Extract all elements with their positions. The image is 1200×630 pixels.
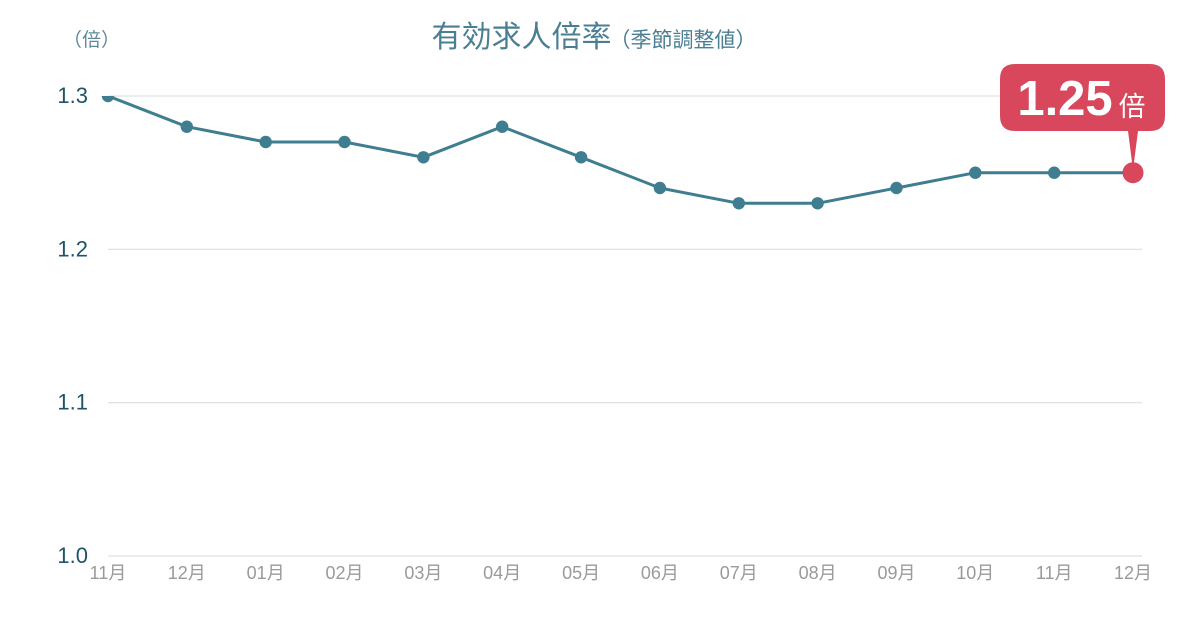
svg-text:10月: 10月: [956, 563, 994, 583]
svg-text:1.3: 1.3: [57, 83, 88, 108]
svg-text:12月: 12月: [168, 563, 206, 583]
svg-text:11月: 11月: [1036, 563, 1073, 583]
svg-text:02月: 02月: [325, 563, 363, 583]
svg-text:1.2: 1.2: [57, 236, 88, 261]
svg-text:1.1: 1.1: [57, 390, 88, 415]
svg-text:倍: 倍: [1119, 92, 1146, 122]
svg-text:07月: 07月: [720, 563, 758, 583]
svg-text:04月: 04月: [483, 563, 521, 583]
svg-text:01月: 01月: [247, 563, 285, 583]
svg-text:08月: 08月: [799, 563, 837, 583]
svg-text:06月: 06月: [641, 563, 679, 583]
svg-text:11月: 11月: [90, 563, 127, 583]
svg-text:12月: 12月: [1114, 563, 1152, 583]
svg-text:09月: 09月: [877, 563, 915, 583]
svg-text:05月: 05月: [562, 563, 600, 583]
svg-text:1.0: 1.0: [57, 543, 88, 568]
svg-text:03月: 03月: [404, 563, 442, 583]
svg-text:1.25: 1.25: [1017, 72, 1112, 126]
svg-text:有効求人倍率（季節調整値）: 有効求人倍率（季節調整値）: [432, 21, 757, 54]
svg-text:（倍）: （倍）: [63, 29, 120, 51]
